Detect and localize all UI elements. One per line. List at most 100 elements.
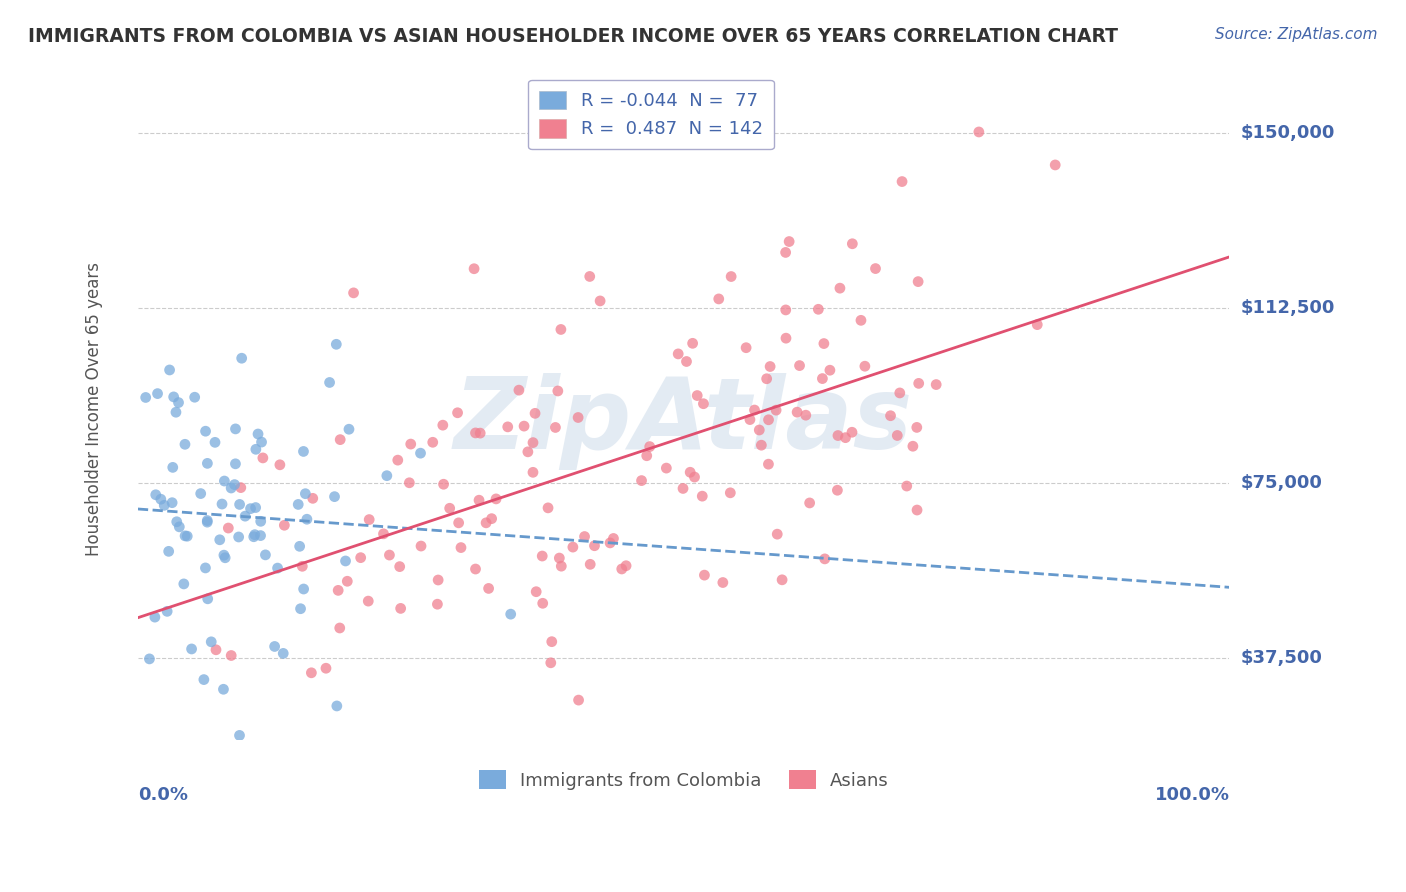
Point <box>568 693 591 707</box>
Point <box>269 458 291 472</box>
Point <box>426 597 449 611</box>
Point <box>149 492 172 507</box>
Point <box>271 647 294 661</box>
Point <box>537 500 560 515</box>
Point <box>446 406 468 420</box>
Point <box>389 601 412 615</box>
Point <box>547 384 569 398</box>
Point <box>522 435 544 450</box>
Point <box>292 444 315 458</box>
Point <box>169 520 191 534</box>
Point <box>239 501 262 516</box>
Point <box>357 594 380 608</box>
Point <box>336 574 359 589</box>
Text: $75,000: $75,000 <box>1240 475 1322 492</box>
Point <box>578 269 600 284</box>
Point <box>548 551 571 566</box>
Point <box>228 530 250 544</box>
Point <box>751 438 773 452</box>
Point <box>145 488 167 502</box>
Point <box>513 419 536 434</box>
Point <box>602 532 624 546</box>
Point <box>229 481 252 495</box>
Point <box>245 500 267 515</box>
Point <box>197 456 219 470</box>
Point <box>409 539 432 553</box>
Point <box>1026 318 1049 332</box>
Point <box>765 403 787 417</box>
Point <box>294 486 316 500</box>
Point <box>375 468 398 483</box>
Point <box>531 596 554 610</box>
Point <box>841 236 863 251</box>
Point <box>301 491 323 506</box>
Point <box>212 682 235 697</box>
Point <box>350 550 373 565</box>
Point <box>195 515 218 529</box>
Point <box>540 634 562 648</box>
Point <box>208 533 231 547</box>
Point <box>841 425 863 440</box>
Point <box>583 539 606 553</box>
Point <box>359 512 381 526</box>
Point <box>499 607 522 622</box>
Point <box>540 656 562 670</box>
Point <box>905 503 928 517</box>
Point <box>287 498 309 512</box>
Point <box>263 640 285 654</box>
Point <box>291 559 314 574</box>
Point <box>228 498 250 512</box>
Point <box>707 292 730 306</box>
Point <box>190 486 212 500</box>
Point <box>342 285 364 300</box>
Point <box>638 440 661 454</box>
Point <box>496 420 519 434</box>
Point <box>163 390 186 404</box>
Point <box>463 261 485 276</box>
Point <box>373 526 395 541</box>
Point <box>249 528 271 542</box>
Point <box>143 610 166 624</box>
Point <box>174 529 197 543</box>
Point <box>718 485 741 500</box>
Point <box>720 269 742 284</box>
Point <box>193 673 215 687</box>
Point <box>827 428 849 442</box>
Point <box>690 489 713 503</box>
Point <box>254 548 277 562</box>
Text: $150,000: $150,000 <box>1240 124 1334 143</box>
Point <box>672 482 695 496</box>
Point <box>778 235 800 249</box>
Point <box>470 426 492 441</box>
Point <box>299 665 322 680</box>
Point <box>399 437 422 451</box>
Point <box>135 391 157 405</box>
Point <box>711 575 734 590</box>
Point <box>388 559 411 574</box>
Point <box>219 648 242 663</box>
Point <box>679 465 702 479</box>
Point <box>224 477 246 491</box>
Point <box>766 527 789 541</box>
Point <box>775 302 797 317</box>
Point <box>180 642 202 657</box>
Point <box>273 518 295 533</box>
Point <box>387 453 409 467</box>
Point <box>138 652 160 666</box>
Point <box>204 435 226 450</box>
Point <box>813 336 835 351</box>
Point <box>896 479 918 493</box>
Point <box>167 395 190 409</box>
Point <box>834 431 856 445</box>
Point <box>807 302 830 317</box>
Point <box>288 539 311 553</box>
Point <box>599 536 621 550</box>
Point <box>775 245 797 260</box>
Point <box>481 511 503 525</box>
Point <box>475 516 498 530</box>
Point <box>818 363 841 377</box>
Point <box>219 481 242 495</box>
Legend: Immigrants from Colombia, Asians: Immigrants from Colombia, Asians <box>471 763 896 797</box>
Point <box>250 435 273 450</box>
Point <box>682 336 704 351</box>
